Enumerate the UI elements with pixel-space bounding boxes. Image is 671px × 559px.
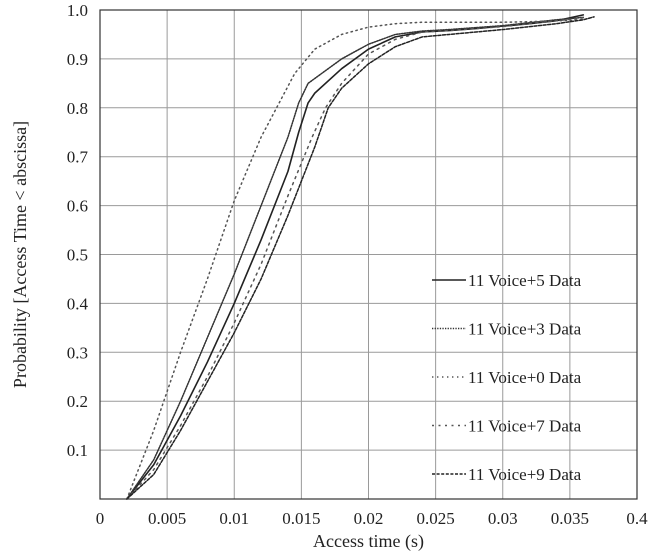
x-tick-label: 0.025 — [417, 509, 455, 528]
y-tick-label: 0.8 — [67, 99, 88, 118]
grid — [99, 9, 638, 499]
y-tick-label: 0.5 — [67, 246, 88, 265]
legend-label-4: 11 Voice+7 Data — [468, 417, 582, 436]
x-tick-label: 0.015 — [282, 509, 320, 528]
series-line-2 — [126, 16, 585, 500]
x-tick-label: 0.005 — [148, 509, 186, 528]
x-axis-label: Access time (s) — [313, 531, 424, 552]
legend: 11 Voice+5 Data 11 Voice+3 Data 11 Voice+0… — [432, 271, 582, 484]
plot-frame — [99, 9, 638, 500]
x-tick-label: 0.03 — [488, 509, 518, 528]
x-tick-label: 0.02 — [354, 509, 384, 528]
legend-label-2: 11 Voice+3 Data — [468, 320, 582, 339]
legend-label-5: 11 Voice+9 Data — [468, 465, 582, 484]
x-tick-label: 0.01 — [219, 509, 249, 528]
y-tick-label: 0.4 — [67, 294, 89, 313]
series-lines — [126, 14, 595, 500]
y-tick-label: 0.1 — [67, 441, 88, 460]
y-axis-label: Probability [Access Time < abscissa] — [10, 121, 30, 388]
y-tick-label: 1.0 — [67, 1, 88, 20]
series-line-5 — [126, 16, 595, 500]
y-tick-label: 0.9 — [67, 50, 88, 69]
y-tick-label: 0.6 — [67, 197, 88, 216]
y-tick-label: 0.2 — [67, 392, 88, 411]
y-tick-label: 0.3 — [67, 343, 88, 362]
x-tick-label: 0.035 — [551, 509, 589, 528]
y-tick-label: 0.7 — [67, 148, 89, 167]
tick-labels: 0 0.005 0.01 0.015 0.02 0.025 0.03 0.035 0.4 0.1 0… — [67, 1, 648, 528]
series-line-3 — [126, 19, 585, 500]
legend-label-1: 11 Voice+5 Data — [468, 271, 582, 290]
x-tick-label: 0.4 — [626, 509, 648, 528]
x-tick-label: 0 — [96, 509, 105, 528]
series-line-4 — [126, 17, 585, 500]
legend-label-3: 11 Voice+0 Data — [468, 368, 582, 387]
